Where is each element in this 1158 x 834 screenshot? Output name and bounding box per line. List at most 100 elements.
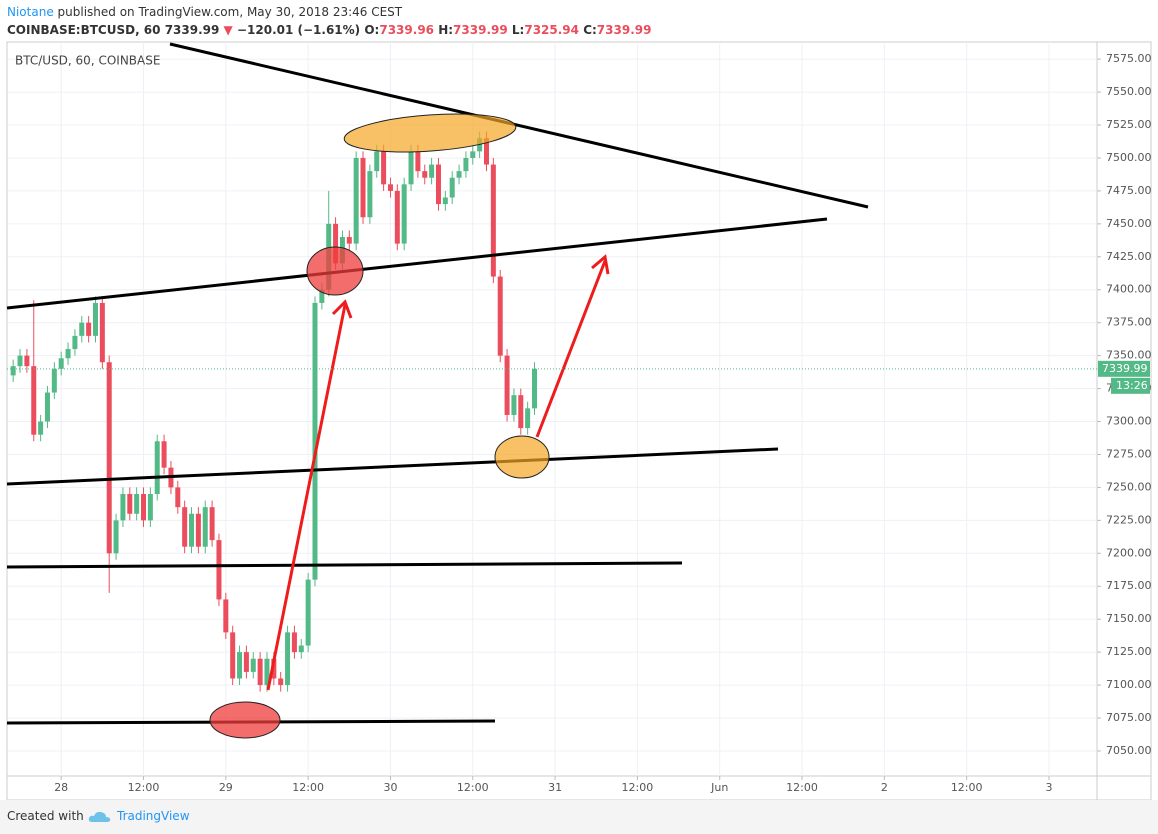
candle-body [154,441,160,494]
x-tick-label: 12:00 [951,781,983,794]
ellipse [306,246,364,296]
candle-body [532,368,538,409]
candle-body [189,513,195,547]
candle-body [353,157,359,244]
candle-body [525,408,531,429]
candle-body [257,658,263,686]
candle-body [278,678,284,686]
candle-body [298,645,304,653]
price-box [1098,360,1150,377]
footer: Created with TradingView [0,800,1158,834]
countdown-box [1111,377,1150,394]
candle-body [381,151,387,185]
arrow: ▼ [223,23,233,37]
price-label: 7339.99 [1102,362,1148,375]
arrow-head [591,254,610,275]
candle-body [394,190,400,244]
candle-body [285,632,291,686]
y-tick-label: 7275.00 [1106,447,1152,460]
y-tick-label: 7100.00 [1106,678,1152,691]
publish-line: Niotane published on TradingView.com, Ma… [7,3,651,21]
y-tick-label: 7050.00 [1106,744,1152,757]
candle-body [31,366,37,435]
y-tick-label: 7550.00 [1106,85,1152,98]
chart-title: BTC/USD, 60, COINBASE [15,54,160,68]
candle-body [470,151,476,158]
candle-body [333,223,339,264]
high-label: H: [438,23,454,37]
ellipse [494,435,550,479]
candle-body [127,493,133,514]
x-tick-label: 3 [1045,781,1052,794]
x-tick-label: 30 [383,781,397,794]
candle-body [497,276,503,356]
candle-body [10,366,16,376]
x-tick-label: 2 [881,781,888,794]
candle-body [175,487,181,508]
x-tick-label: 12:00 [622,781,654,794]
x-tick-label: 28 [54,781,68,794]
ellipse [209,701,281,739]
candle-body [106,362,112,554]
x-tick-label: 12:00 [457,781,489,794]
candle-body [305,579,311,646]
x-tick-label: 31 [548,781,562,794]
candle-body [195,513,201,547]
arrow [266,304,347,691]
header: Niotane published on TradingView.com, Ma… [7,3,651,39]
y-tick-label: 7075.00 [1106,711,1152,724]
y-tick-label: 7300.00 [1106,415,1152,428]
candle-body [449,177,455,198]
candle-body [442,197,448,205]
candle-body [17,355,23,367]
candle-body [518,395,524,429]
candle-body [223,599,229,633]
candle-body [58,358,64,369]
symbol: COINBASE:BTCUSD, 60 [7,23,161,37]
low-label: L: [511,23,525,37]
brand[interactable]: TradingView [117,809,190,823]
candle-body [312,302,318,580]
candle-body [216,540,222,600]
candle-body [141,493,147,521]
high: 7339.99 [453,23,508,37]
candle-body [92,302,98,336]
x-tick-label: 12:00 [292,781,324,794]
candle-body [291,632,297,653]
candle-body [243,652,249,672]
candle-body [38,421,44,435]
y-tick-label: 7400.00 [1106,283,1152,296]
frame [6,41,1152,800]
y-tick-label: 7500.00 [1106,151,1152,164]
candle-body [367,171,373,218]
created: Created with [7,809,84,823]
open-label: O: [364,23,380,37]
ellipse [343,113,517,153]
candle-body [456,171,462,178]
candle-body [250,658,256,672]
candle-body [264,658,270,686]
y-tick-label: 7575.00 [1106,52,1152,65]
trend-line [6,447,779,486]
countdown: 13:26 [1116,379,1148,392]
x-tick-label: 29 [219,781,233,794]
author[interactable]: Niotane [7,5,54,19]
close-label: C: [583,23,597,37]
low: 7325.94 [524,23,579,37]
y-tick-label: 7150.00 [1106,612,1152,625]
y-tick-label: 7225.00 [1106,513,1152,526]
x-tick-label: Jun [710,781,728,794]
candle-body [44,392,50,422]
arrows [266,254,610,691]
candle-body [120,493,126,521]
x-tick-label: 12:00 [128,781,160,794]
candle-body [463,157,469,172]
candle-body [209,507,215,541]
trend-line [6,561,683,569]
candle-body [490,164,496,277]
candle-body [422,171,428,178]
y-tick-label: 7450.00 [1106,217,1152,230]
candle-body [504,355,510,415]
candle-body [319,289,325,303]
